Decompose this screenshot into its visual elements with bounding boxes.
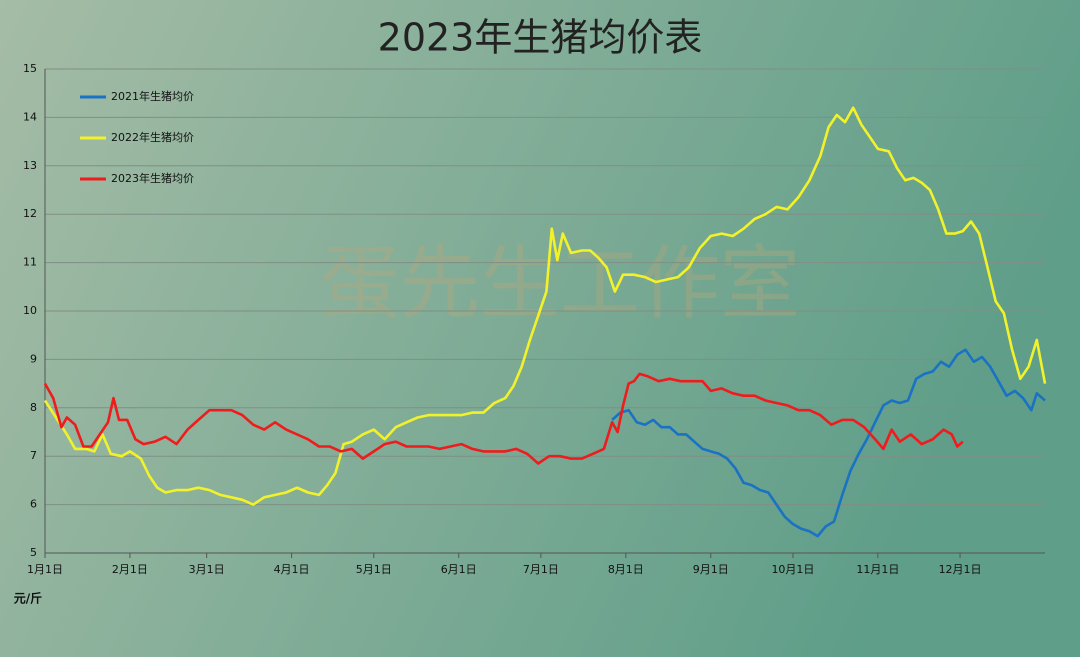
series-line	[43, 106, 1047, 506]
y-tick-label: 12	[23, 207, 37, 220]
y-tick-label: 6	[30, 498, 37, 511]
chart-title: 2023年生猪均价表	[378, 16, 703, 60]
y-tick-label: 5	[30, 546, 37, 559]
x-tick-label: 9月1日	[693, 563, 729, 576]
y-tick-label: 9	[30, 352, 37, 365]
y-tick-label: 13	[23, 159, 37, 172]
x-tick-label: 3月1日	[189, 563, 225, 576]
y-tick-label: 11	[23, 256, 37, 269]
x-tick-label: 8月1日	[608, 563, 644, 576]
y-tick-label: 7	[30, 449, 37, 462]
y-tick-label: 15	[23, 62, 37, 75]
legend-label: 2021年生猪均价	[111, 89, 194, 103]
x-tick-label: 11月1日	[856, 563, 899, 576]
y-unit: 元/斤	[14, 591, 42, 606]
x-tick-label: 12月1日	[939, 563, 982, 576]
y-tick-label: 8	[30, 401, 37, 414]
x-tick-label: 2月1日	[112, 563, 148, 576]
y-tick-label: 14	[23, 110, 37, 123]
x-tick-label: 7月1日	[523, 563, 559, 576]
x-tick-label: 6月1日	[441, 563, 477, 576]
y-tick-label: 10	[23, 304, 37, 317]
x-tick-label: 4月1日	[274, 563, 310, 576]
series-line	[43, 372, 964, 465]
legend-label: 2023年生猪均价	[111, 171, 194, 185]
x-tick-label: 10月1日	[771, 563, 814, 576]
x-tick-label: 5月1日	[356, 563, 392, 576]
series-line	[611, 348, 1046, 538]
x-tick-label: 1月1日	[27, 563, 63, 576]
legend-label: 2022年生猪均价	[111, 130, 194, 144]
